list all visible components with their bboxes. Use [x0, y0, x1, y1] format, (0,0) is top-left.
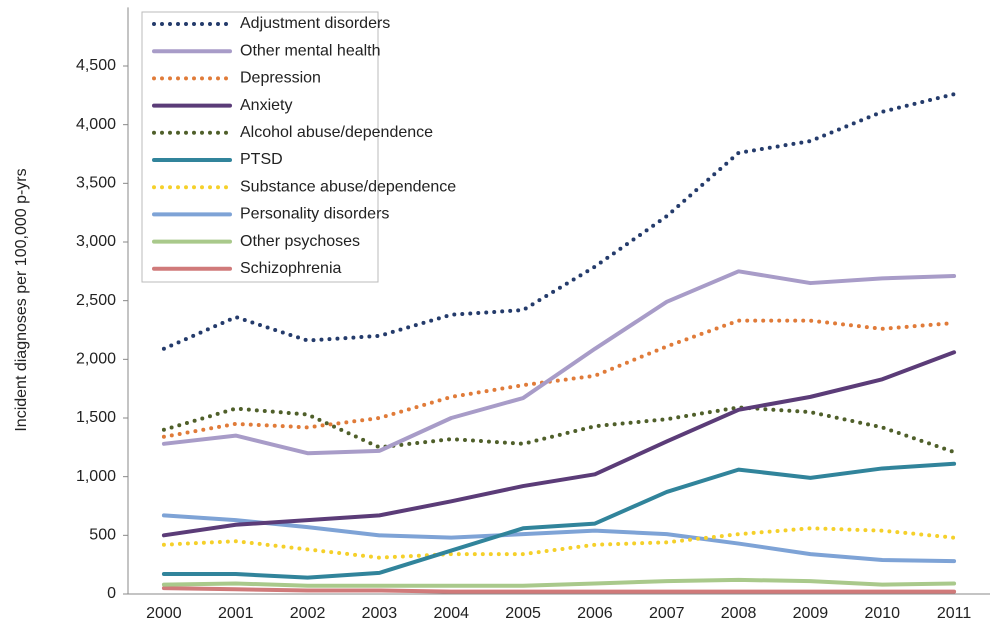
- y-tick-label: 0: [107, 585, 116, 602]
- y-tick-label: 3,500: [76, 175, 116, 192]
- y-tick-label: 1,500: [76, 409, 116, 426]
- y-tick-label: 1,000: [76, 468, 116, 485]
- legend-label: Alcohol abuse/dependence: [240, 124, 433, 141]
- legend-label: Substance abuse/dependence: [240, 178, 456, 195]
- y-tick-label: 4,500: [76, 57, 116, 74]
- x-tick-label: 2003: [362, 605, 398, 622]
- y-tick-label: 2,000: [76, 351, 116, 368]
- legend-label: Other psychoses: [240, 233, 360, 250]
- legend-label: Depression: [240, 70, 321, 87]
- series-line: [161, 269, 957, 456]
- legend-box: [141, 11, 379, 283]
- x-tick-label: 2011: [937, 605, 972, 622]
- x-tick-label: 2001: [218, 605, 254, 622]
- series-line: [161, 318, 957, 439]
- series-line: [161, 405, 957, 455]
- x-tick-label: 2009: [793, 605, 829, 622]
- series-line: [161, 513, 957, 564]
- legend-label: Other mental health: [240, 42, 381, 59]
- legend-label: Anxiety: [240, 97, 292, 114]
- x-tick-label: 2005: [505, 605, 541, 622]
- legend-label: Schizophrenia: [240, 260, 342, 277]
- x-tick-label: 2004: [433, 605, 469, 622]
- y-tick-label: 4,000: [76, 116, 116, 133]
- legend-label: Adjustment disorders: [240, 15, 390, 32]
- series-line: [161, 586, 957, 594]
- series-line: [161, 577, 957, 588]
- y-tick-label: 500: [89, 527, 116, 544]
- x-tick-label: 2002: [290, 605, 326, 622]
- series-line: [161, 461, 957, 580]
- x-tick-label: 2007: [649, 605, 685, 622]
- y-tick-label: 3,000: [76, 233, 116, 250]
- x-tick-label: 2008: [721, 605, 757, 622]
- y-tick-label: 2,500: [76, 292, 116, 309]
- x-tick-label: 2010: [864, 605, 900, 622]
- x-tick-label: 2000: [146, 605, 182, 622]
- series-line: [161, 92, 957, 351]
- legend-label: Personality disorders: [240, 206, 389, 223]
- y-axis-label: Incident diagnoses per 100,000 p-yrs: [13, 168, 30, 431]
- series-line: [161, 350, 957, 538]
- x-tick-label: 2006: [577, 605, 613, 622]
- legend-label: PTSD: [240, 151, 283, 168]
